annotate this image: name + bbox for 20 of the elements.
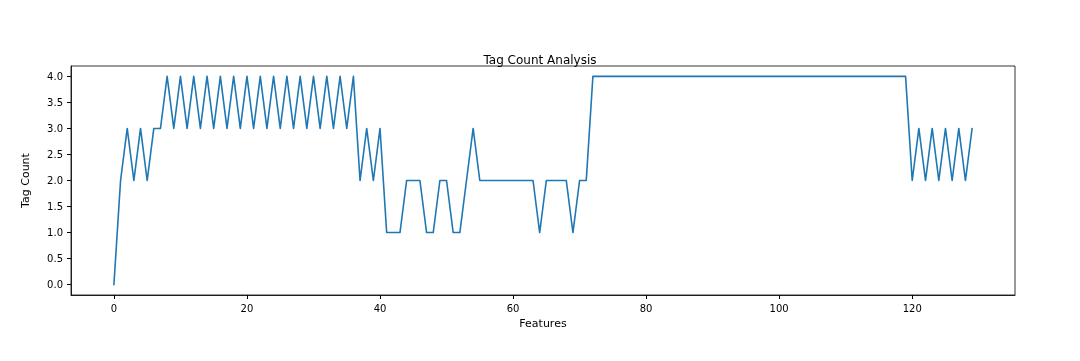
- x-tick-label: 0: [110, 302, 118, 314]
- y-tick-label: 4.0: [47, 70, 63, 82]
- y-tick-label: 3.0: [47, 122, 63, 134]
- x-tick-label: 120: [902, 302, 922, 314]
- y-axis-title: Tag Count: [19, 152, 32, 209]
- x-tick-label: 60: [506, 302, 520, 314]
- x-tick-label: 20: [240, 302, 254, 314]
- x-tick-label: 100: [769, 302, 789, 314]
- x-axis-title: Features: [519, 316, 567, 330]
- x-tick-label: 40: [373, 302, 387, 314]
- y-tick-label: 0.0: [47, 279, 63, 291]
- y-tick-label: 0.5: [47, 253, 63, 265]
- y-tick-label: 2.0: [47, 175, 63, 186]
- y-tick-label: 2.5: [47, 148, 63, 160]
- y-tick-label: 1.0: [47, 227, 63, 239]
- chart-title: Tag Count Analysis: [482, 53, 597, 67]
- y-tick-label: 1.5: [47, 201, 63, 213]
- line-series: [113, 75, 973, 286]
- y-tick-label: 3.5: [47, 96, 63, 108]
- x-tick-label: 80: [639, 302, 653, 314]
